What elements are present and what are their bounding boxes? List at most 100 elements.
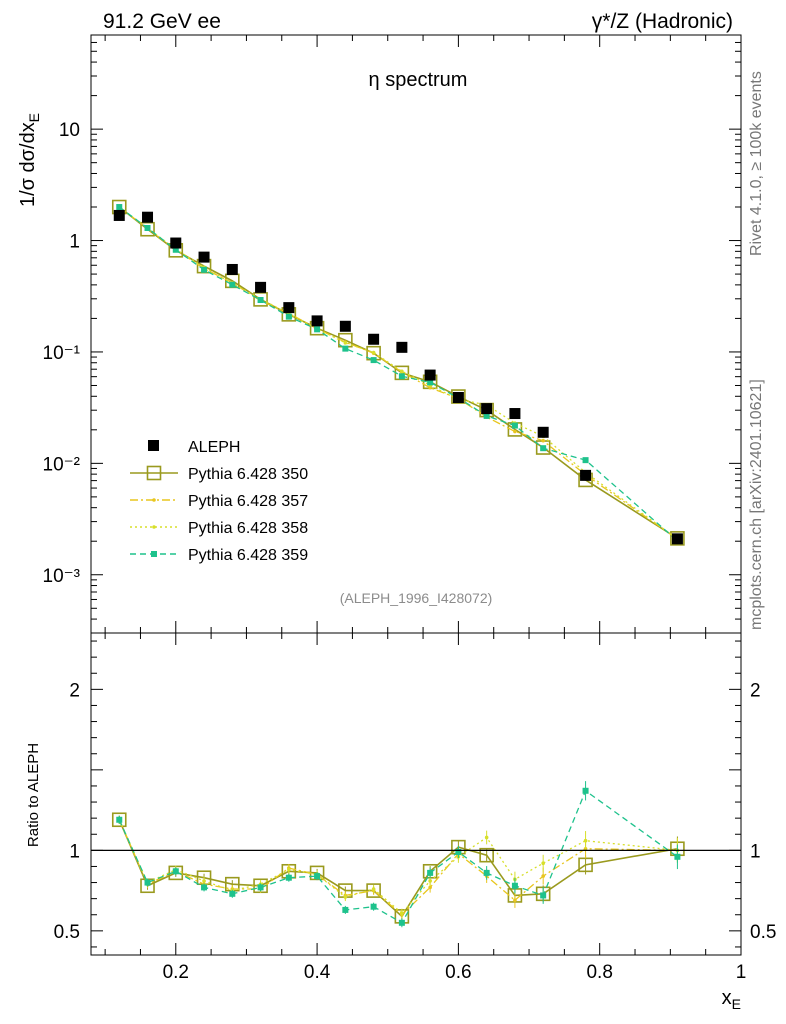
aleph-data-point <box>424 369 436 381</box>
aleph-data-point <box>226 263 238 275</box>
ratio-series-point <box>484 835 489 840</box>
ratio-series-point <box>513 898 517 903</box>
legend: ALEPH Pythia 6.428 350 Pythia 6.428 357 Pyt… <box>130 439 308 564</box>
ratio-series-line <box>118 819 678 915</box>
y-tick-label: 10⁻¹ <box>43 343 81 364</box>
main-series-line <box>118 206 678 540</box>
ratio-series-point <box>285 874 292 881</box>
aleph-data-point <box>671 533 683 545</box>
header-process: γ*/Z (Hadronic) <box>592 10 733 33</box>
ratio-tick-label: 2 <box>69 680 80 701</box>
main-series-point <box>513 429 517 434</box>
aleph-data-point <box>255 281 267 293</box>
aleph-data-point <box>452 392 464 404</box>
aleph-data-point <box>170 237 182 249</box>
y-tick-label: 1 <box>69 232 80 253</box>
main-series-point <box>371 350 376 355</box>
main-series-point <box>257 297 264 304</box>
ratio-series-point <box>398 919 405 926</box>
aleph-data-points <box>113 209 683 545</box>
ratio-series-point <box>201 884 208 891</box>
ratio-series-point <box>674 853 681 860</box>
y-axis-label-text: 1/σ dσ/dxE <box>17 113 42 207</box>
legend-marker-aleph <box>148 440 159 451</box>
ratio-series-point <box>479 847 494 863</box>
ratio-series-point <box>366 883 381 898</box>
ratio-series-point <box>541 861 545 866</box>
aleph-data-point <box>537 426 549 438</box>
ratio-series-point <box>511 882 518 889</box>
main-series-point <box>398 373 405 380</box>
ratio-series-point <box>583 838 588 843</box>
ratio-series-point <box>483 869 490 876</box>
main-series-point <box>172 246 179 253</box>
x-tick-label: 0.8 <box>586 962 612 983</box>
main-series-point <box>370 357 377 364</box>
ratio-plot-frame <box>90 632 742 956</box>
ratio-tick-label: 1 <box>69 841 80 862</box>
main-series-point <box>400 369 404 374</box>
y-tick-label: 10⁻² <box>43 454 81 475</box>
main-series-point <box>253 292 268 307</box>
y-axis-label: 1/σ dσ/dxE <box>17 113 42 207</box>
ratio-series-point <box>428 885 432 890</box>
main-series-point <box>670 531 685 546</box>
aleph-data-point <box>142 211 154 223</box>
x-tick-label: 0.4 <box>304 962 331 983</box>
aleph-data-point <box>283 302 295 314</box>
ratio-series-point <box>202 879 206 883</box>
main-series-point <box>483 412 490 419</box>
legend-entry-label: Pythia 6.428 358 <box>188 520 308 537</box>
ratio-series-point <box>314 873 321 880</box>
main-series-point <box>427 379 434 386</box>
ratio-axis-label-text: Ratio to ALEPH <box>25 743 42 847</box>
ratio-tick-label-right: 0.5 <box>750 922 776 943</box>
ratio-series-point <box>342 906 349 913</box>
ratio-series-point <box>229 890 236 897</box>
ratio-series-point <box>582 787 589 794</box>
aleph-data-point <box>580 469 592 481</box>
main-series-point <box>314 326 321 333</box>
analysis-id: (ALEPH_1996_I428072) <box>340 590 493 606</box>
ratio-series-point <box>287 867 291 872</box>
ratio-series-point <box>257 884 264 891</box>
header-energy: 91.2 GeV ee <box>103 10 221 33</box>
aleph-data-point <box>311 315 323 327</box>
ratio-tick-label-right: 2 <box>750 680 761 701</box>
ratio-series-point <box>371 887 376 891</box>
ratio-axis-ticks: 0.5 0.5 1 1 2 2 <box>54 640 776 948</box>
ratio-series-point <box>427 869 434 876</box>
main-series-line <box>118 206 678 542</box>
ratio-series-point <box>172 868 179 875</box>
aleph-data-point <box>481 403 493 415</box>
legend-marker <box>152 498 156 502</box>
x-tick-label: 0.2 <box>163 962 189 983</box>
main-series-line <box>118 206 678 540</box>
ratio-axis-label: Ratio to ALEPH <box>25 743 42 847</box>
ratio-series-point <box>343 895 348 899</box>
x-axis-ticks: 0.2 0.4 0.6 0.8 1 <box>104 35 747 983</box>
rivet-version-label: Rivet 4.1.0, ≥ 100k events <box>748 71 765 256</box>
x-axis-label: xE <box>722 987 741 1012</box>
ratio-series-point <box>540 892 547 899</box>
ratio-series-point <box>111 812 127 828</box>
aleph-data-point <box>368 333 380 345</box>
ratio-tick-label: 0.5 <box>54 922 80 943</box>
x-tick-label: 0.6 <box>445 962 471 983</box>
aleph-data-point <box>113 209 125 221</box>
ratio-series-point <box>400 911 404 915</box>
ratio-series-point <box>116 816 123 823</box>
mcplots-label: mcplots.cern.ch [arXiv:2401.10621] <box>748 379 765 630</box>
ratio-series-point <box>455 848 462 855</box>
y-tick-label: 10 <box>59 120 80 141</box>
main-series-point <box>229 281 236 288</box>
aleph-data-point <box>198 251 210 263</box>
main-series-point <box>285 313 292 320</box>
aleph-data-point <box>396 341 408 353</box>
legend-entry-label: ALEPH <box>188 439 240 456</box>
ratio-tick-label-right: 1 <box>750 841 761 862</box>
ratio-series-line <box>118 789 678 924</box>
main-axis-ticks: 10⁻³ 10⁻² 10⁻¹ 1 10 <box>43 34 741 634</box>
x-tick-label: 1 <box>736 962 747 983</box>
